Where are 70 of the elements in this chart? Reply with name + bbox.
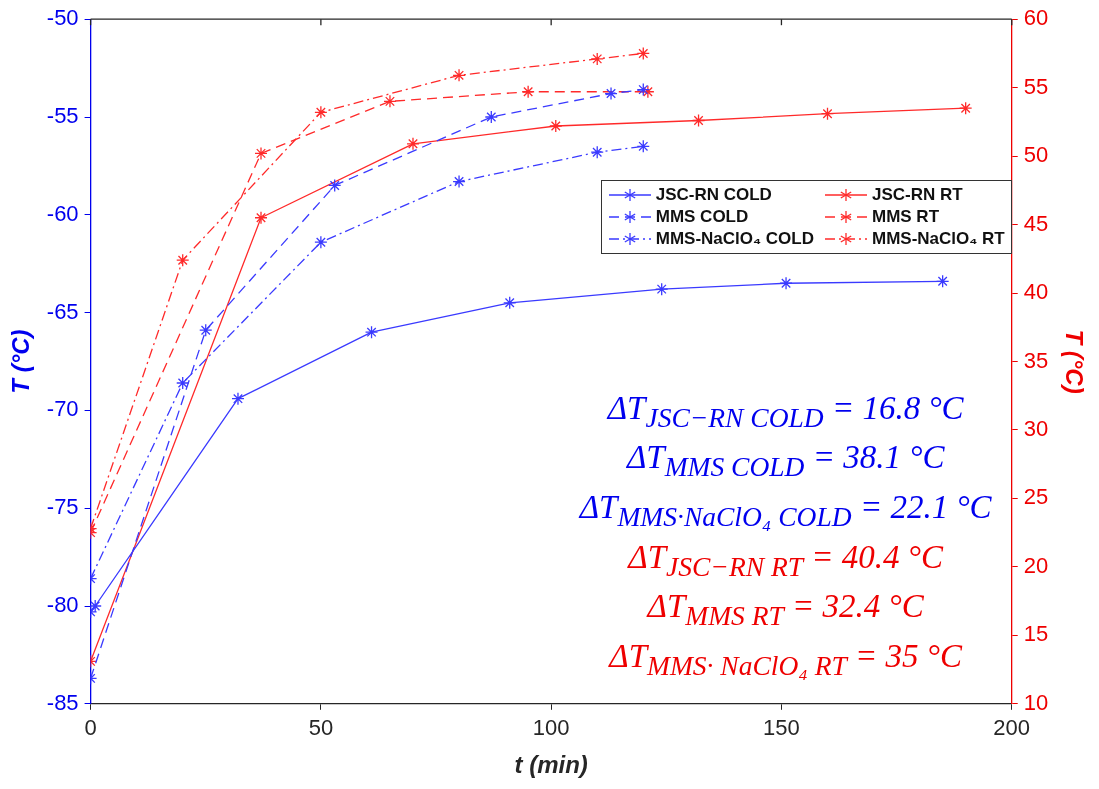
annotation: ΔT$_{MMS COLD}$ = 38.1 °C: [625, 438, 946, 484]
point: [176, 253, 190, 267]
y-tick-label: -75: [46, 494, 79, 520]
x-tick-label: 200: [993, 715, 1031, 741]
y2-tick-label: 40: [1023, 279, 1049, 305]
y2-tick-label: 45: [1023, 210, 1049, 236]
y2-tick-label: 10: [1023, 689, 1049, 715]
y2-axis-title: T (°C): [1060, 329, 1088, 394]
point: [636, 139, 650, 153]
point: [590, 145, 604, 159]
y-tick-label: -60: [46, 200, 79, 226]
y-tick-label: -70: [46, 396, 79, 422]
y2-tick-label: 15: [1023, 621, 1049, 647]
annotation: ΔT$_{MMS·NaClO₄ COLD}$ = 22.1 °C: [579, 488, 992, 534]
point: [820, 107, 835, 121]
x-tick-label: 0: [84, 715, 97, 741]
point: [636, 46, 650, 61]
point: [503, 296, 517, 310]
legend-label: MMS COLD: [655, 207, 749, 228]
y2-tick-label: 30: [1023, 416, 1049, 442]
point: [521, 85, 535, 99]
point: [779, 276, 793, 290]
point: [452, 68, 466, 82]
y-tick-label: -85: [46, 689, 79, 715]
point: [636, 82, 650, 97]
point: [691, 113, 706, 128]
y2-tick-label: 35: [1023, 347, 1049, 373]
y-tick-label: -80: [46, 592, 79, 618]
annotation: ΔT$_{JSC−RN RT}$ = 40.4 °C: [626, 537, 945, 584]
x-tick-label: 150: [763, 715, 800, 741]
point: [231, 392, 245, 406]
legend-label: JSC-RN COLD: [655, 185, 772, 206]
y2-tick-label: 60: [1023, 5, 1049, 31]
annotation: ΔT$_{MMS· NaClO₄ RT}$ = 35 °C: [607, 636, 964, 683]
legend-label: MMS-NaClO₄ COLD: [655, 229, 814, 250]
y2-tick-label: 20: [1023, 552, 1049, 578]
point: [176, 376, 190, 390]
y2-tick-label: 25: [1023, 484, 1049, 510]
y-tick-label: -55: [46, 103, 79, 129]
point: [314, 105, 328, 119]
legend-label: JSC-RN RT: [871, 185, 963, 206]
y-axis-title: T (°C): [7, 329, 35, 394]
point: [199, 323, 213, 337]
legend-label: MMS RT: [871, 207, 940, 228]
point: [549, 119, 563, 133]
y2-tick-label: 55: [1023, 73, 1049, 99]
y-tick-label: -50: [46, 5, 79, 31]
annotation: ΔT$_{MMS RT}$ = 32.4 °C: [645, 587, 925, 633]
point: [364, 325, 379, 339]
point: [383, 94, 397, 108]
legend-label: MMS-NaClO₄ RT: [871, 229, 1005, 250]
x-tick-label: 50: [308, 715, 334, 741]
point: [314, 235, 328, 249]
point: [254, 211, 268, 225]
x-tick-label: 100: [532, 715, 570, 741]
point: [452, 174, 466, 189]
point: [641, 85, 655, 99]
point: [254, 146, 268, 161]
point: [406, 137, 420, 151]
point: [935, 274, 950, 288]
point: [590, 52, 604, 66]
y-tick-label: -65: [46, 298, 79, 324]
point: [655, 282, 669, 296]
point: [328, 178, 342, 193]
point: [484, 110, 498, 124]
point: [604, 86, 618, 101]
x-axis-title: t (min): [514, 751, 588, 779]
point: [959, 101, 973, 115]
y2-tick-label: 50: [1023, 142, 1049, 168]
annotation: ΔT$_{JSC−RN COLD}$ = 16.8 °C: [605, 388, 965, 435]
